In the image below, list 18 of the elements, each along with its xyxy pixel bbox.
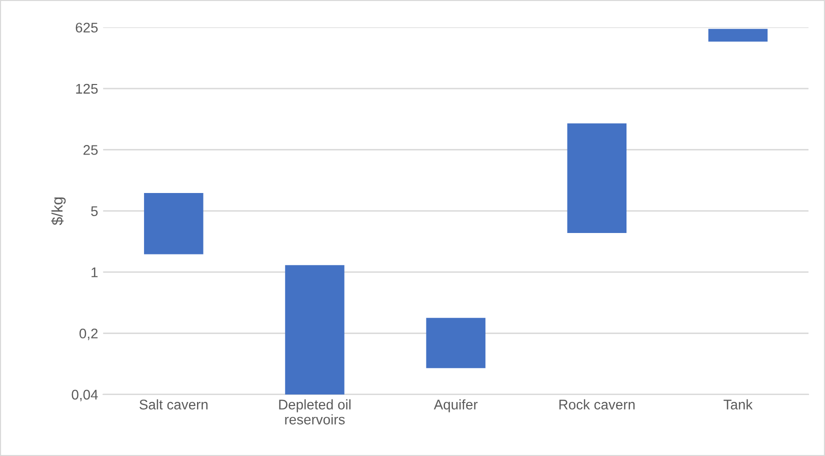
y-tick-label: 25 [84, 145, 98, 155]
bar [567, 123, 627, 233]
x-tick-label: Salt cavern [140, 399, 208, 410]
x-tick-label: Rock cavern [559, 399, 635, 410]
x-tick-label: Aquifer [434, 399, 478, 412]
y-tick-label: 625 [76, 22, 98, 33]
y-tick-label: 0,2 [80, 328, 98, 340]
y-tick-label: 1 [92, 268, 98, 278]
y-tick-label: 5 [91, 206, 98, 216]
bar [708, 28, 768, 42]
y-tick-label: 125 [76, 84, 98, 94]
bar [426, 318, 486, 368]
x-tick-label: Depleted oil reservoirs [279, 399, 350, 424]
x-tick-label: Tank [724, 399, 753, 410]
y-axis-title: $/kg [51, 197, 66, 226]
y-tick-label: 0,04 [72, 390, 98, 402]
bar [144, 193, 204, 254]
bar [285, 265, 344, 394]
